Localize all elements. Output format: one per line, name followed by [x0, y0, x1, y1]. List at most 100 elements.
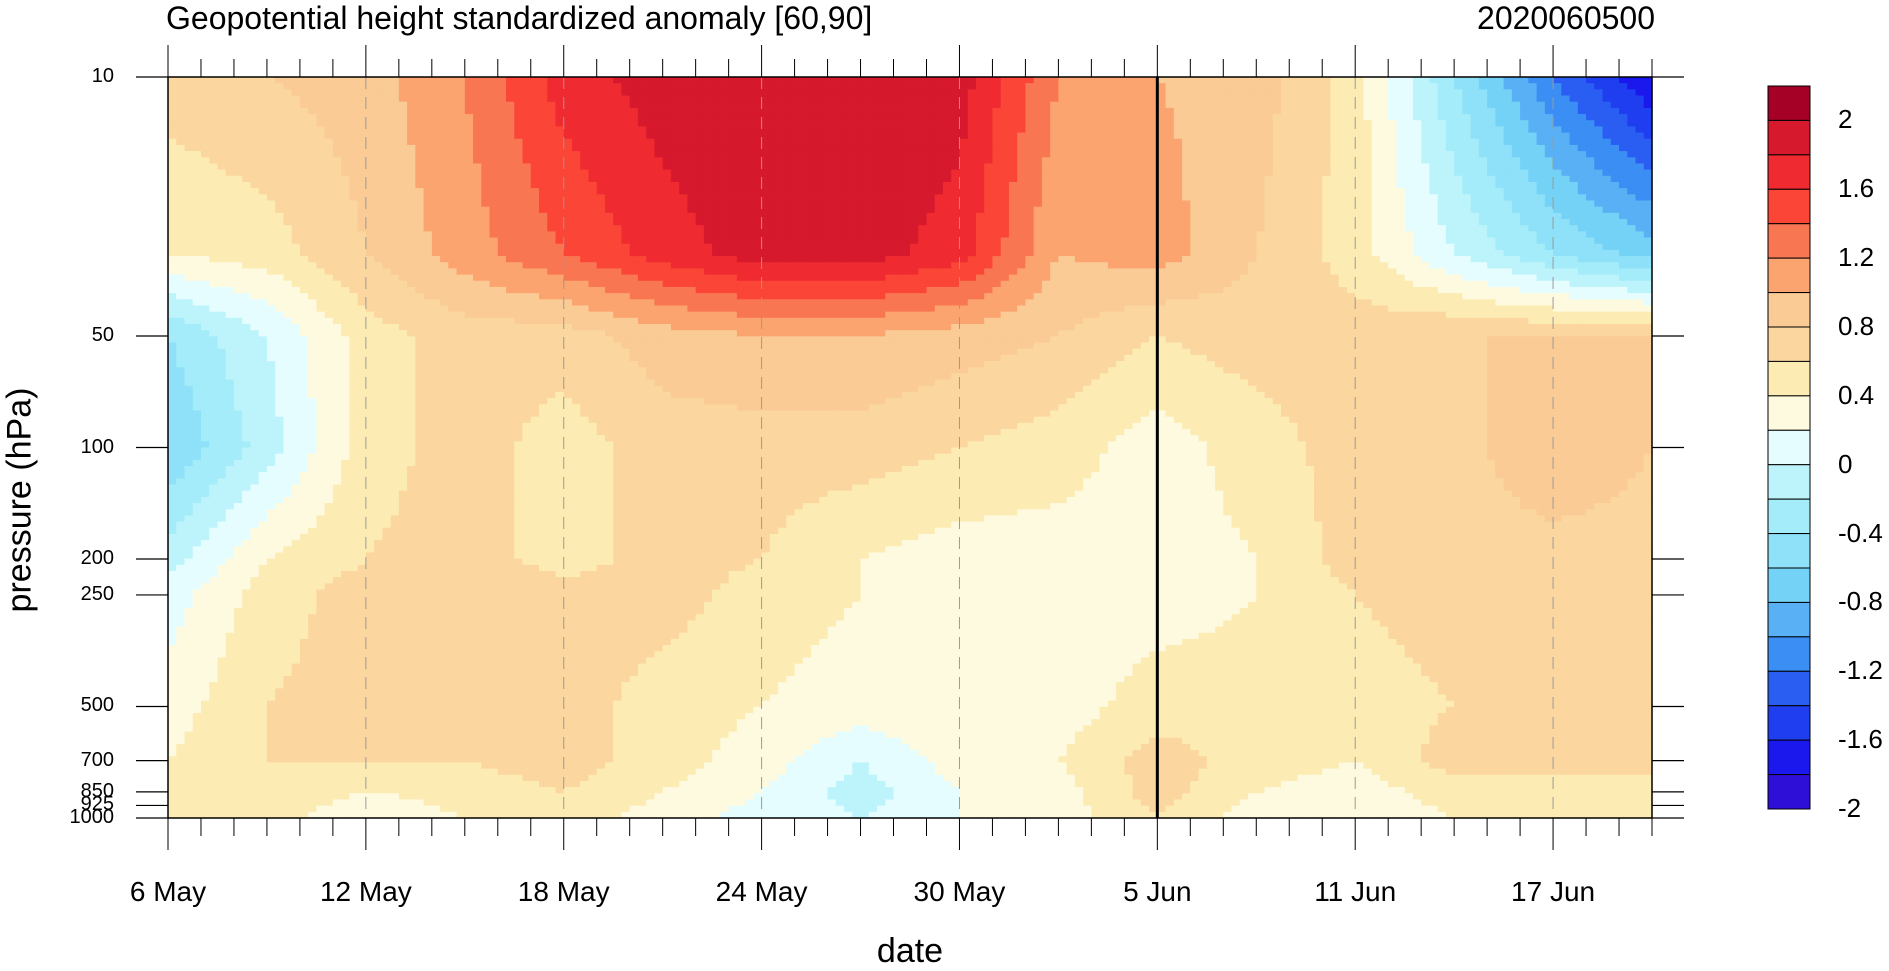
field-cell [1388, 213, 1397, 220]
field-cell [1182, 108, 1191, 115]
field-cell [267, 207, 276, 214]
field-cell [242, 157, 251, 164]
field-cell [720, 157, 729, 164]
field-cell [1240, 102, 1249, 109]
field-cell [894, 201, 903, 208]
field-cell [1429, 133, 1438, 140]
field-cell [1545, 188, 1554, 195]
field-cell [1462, 89, 1471, 96]
field-cell [819, 194, 828, 201]
field-cell [1339, 163, 1348, 170]
field-cell [1124, 163, 1133, 170]
field-cell [1396, 194, 1405, 201]
field-cell [1199, 188, 1208, 195]
field-cell [498, 89, 507, 96]
field-cell [786, 201, 795, 208]
field-cell [1174, 170, 1183, 177]
field-cell [1009, 120, 1018, 127]
field-cell [1174, 219, 1183, 226]
field-cell [1256, 114, 1265, 121]
field-cell [1091, 151, 1100, 158]
field-cell [374, 114, 383, 121]
field-cell [580, 194, 589, 201]
field-cell [1347, 201, 1356, 208]
field-cell [1306, 176, 1315, 183]
field-cell [1190, 120, 1199, 127]
field-cell [1462, 145, 1471, 152]
field-cell [926, 102, 935, 109]
field-cell [959, 219, 968, 226]
field-cell [1232, 188, 1241, 195]
field-cell [646, 120, 655, 127]
field-cell [902, 108, 911, 115]
field-cell [696, 139, 705, 146]
field-cell [325, 102, 334, 109]
field-cell [349, 151, 358, 158]
field-cell [1611, 83, 1620, 90]
field-cell [209, 157, 218, 164]
field-cell [1446, 182, 1455, 189]
field-cell [1586, 182, 1595, 189]
field-cell [1248, 126, 1257, 133]
field-cell [1207, 139, 1216, 146]
field-cell [951, 157, 960, 164]
field-cell [1108, 176, 1117, 183]
field-cell [671, 194, 680, 201]
field-cell [250, 96, 259, 103]
field-cell [753, 126, 762, 133]
field-cell [836, 108, 845, 115]
field-cell [1314, 182, 1323, 189]
field-cell [1380, 126, 1389, 133]
field-cell [1083, 145, 1092, 152]
field-cell [894, 170, 903, 177]
field-cell [531, 157, 540, 164]
field-cell [555, 77, 564, 84]
field-cell [663, 83, 672, 90]
field-cell [415, 219, 424, 226]
field-cell [1232, 176, 1241, 183]
field-cell [234, 126, 243, 133]
field-cell [432, 188, 441, 195]
field-cell [770, 77, 779, 84]
field-cell [1611, 182, 1620, 189]
field-cell [572, 114, 581, 121]
field-cell [1627, 96, 1636, 103]
field-cell [1429, 120, 1438, 127]
field-cell [1297, 157, 1306, 164]
field-cell [1166, 170, 1175, 177]
field-cell [951, 151, 960, 158]
field-cell [448, 89, 457, 96]
field-cell [1166, 219, 1175, 226]
field-cell [1347, 126, 1356, 133]
field-cell [1495, 213, 1504, 220]
field-cell [613, 126, 622, 133]
field-cell [1537, 163, 1546, 170]
field-cell [762, 188, 771, 195]
field-cell [440, 108, 449, 115]
field-cell [457, 83, 466, 90]
field-cell [1363, 170, 1372, 177]
field-cell [1380, 145, 1389, 152]
field-cell [267, 170, 276, 177]
field-cell [506, 151, 515, 158]
field-cell [588, 151, 597, 158]
field-cell [366, 89, 375, 96]
field-cell [1281, 145, 1290, 152]
field-cell [1124, 83, 1133, 90]
field-cell [819, 157, 828, 164]
field-cell [712, 213, 721, 220]
field-cell [638, 83, 647, 90]
field-cell [234, 194, 243, 201]
field-cell [621, 120, 630, 127]
field-cell [1083, 133, 1092, 140]
field-cell [333, 163, 342, 170]
field-cell [1322, 157, 1331, 164]
field-cell [539, 163, 548, 170]
field-cell [786, 102, 795, 109]
field-cell [1363, 114, 1372, 121]
field-cell [283, 213, 292, 220]
field-cell [1174, 102, 1183, 109]
field-cell [399, 139, 408, 146]
field-cell [704, 194, 713, 201]
field-cell [1372, 102, 1381, 109]
